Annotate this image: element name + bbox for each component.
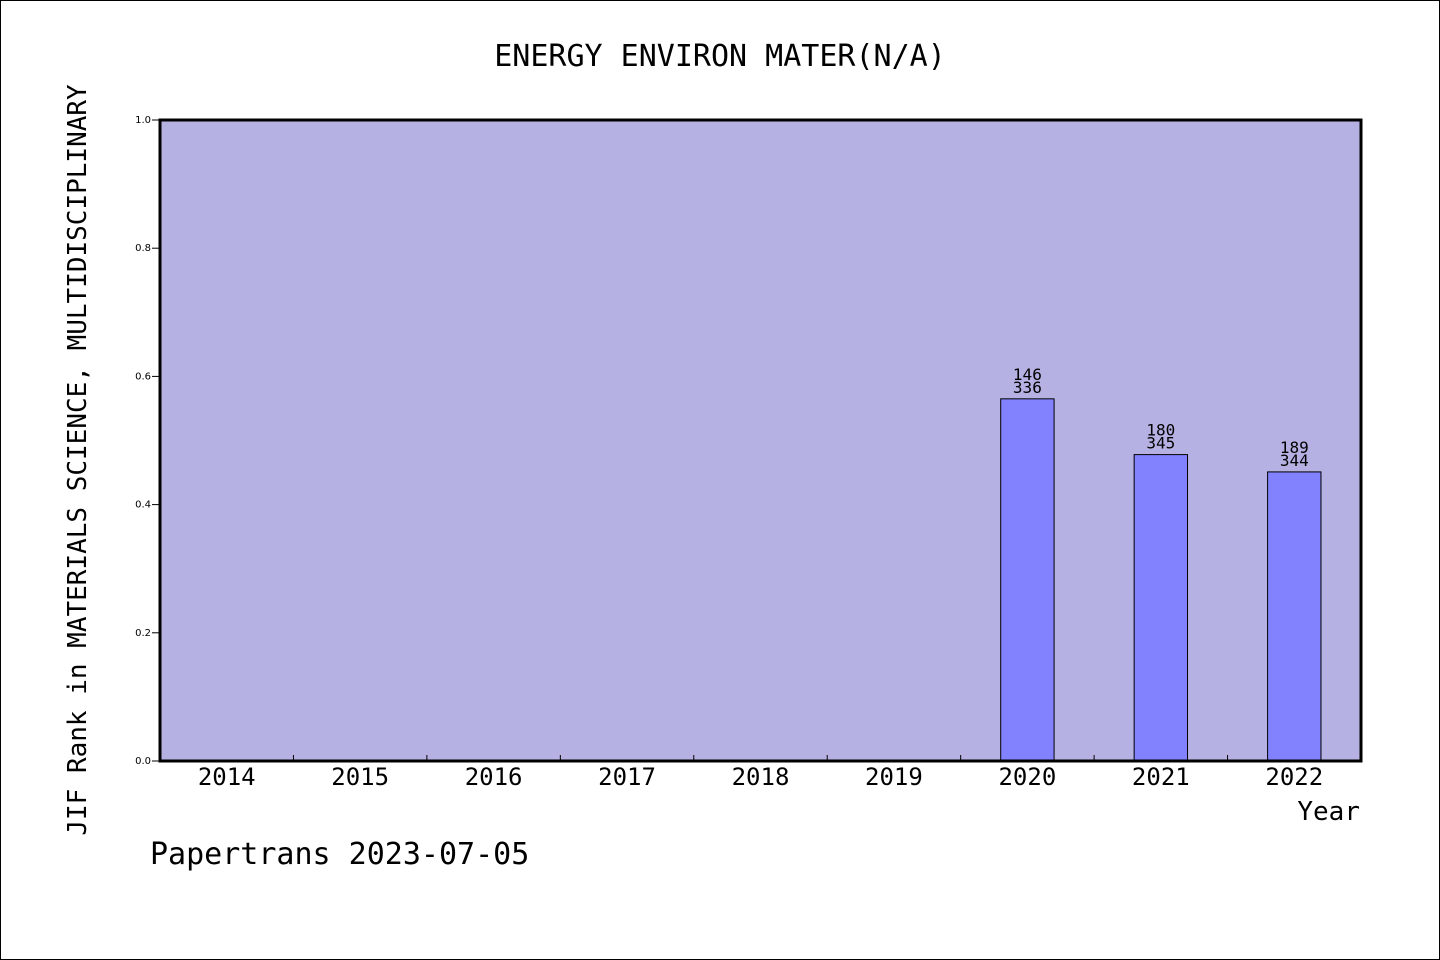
x-axis-label: Year xyxy=(1297,797,1360,827)
y-tick-label-5: 1.0 xyxy=(135,115,151,126)
bar-label-rank-2022: 189 xyxy=(1280,438,1309,457)
ticks-group: 2014 2015 2016 2017 2018 2019 2020 2021 2022 0.0 0… xyxy=(135,115,1323,791)
x-tick-label-2020: 2020 xyxy=(998,763,1056,791)
y-tick-label-1: 0.2 xyxy=(135,628,151,639)
y-tick-label-4: 0.8 xyxy=(135,243,151,254)
y-tick-label-3: 0.6 xyxy=(135,371,151,382)
bar-label-total-2020: 336 xyxy=(1013,378,1042,397)
bar-2021 xyxy=(1133,454,1189,762)
x-tick-label-2017: 2017 xyxy=(598,763,656,791)
bar-label-rank-2021: 180 xyxy=(1146,421,1175,440)
footer-credit: Papertrans 2023-07-05 xyxy=(150,837,529,872)
x-tick-label-2014: 2014 xyxy=(198,763,256,791)
bars-group xyxy=(1000,398,1322,762)
y-tick-label-0: 0.0 xyxy=(135,756,151,767)
bar-label-total-2021: 345 xyxy=(1146,434,1175,453)
x-tick-label-2018: 2018 xyxy=(732,763,790,791)
bar-label-rank-2020: 146 xyxy=(1013,365,1042,384)
chart-title: ENERGY ENVIRON MATER(N/A) xyxy=(494,39,946,74)
x-tick-label-2016: 2016 xyxy=(465,763,523,791)
x-tick-label-2021: 2021 xyxy=(1132,763,1190,791)
y-tick-label-2: 0.4 xyxy=(135,500,151,511)
bar-label-total-2022: 344 xyxy=(1280,451,1309,470)
plot-border xyxy=(158,118,1363,763)
x-tick-label-2022: 2022 xyxy=(1265,763,1323,791)
bar-2022 xyxy=(1267,471,1322,762)
bar-2020 xyxy=(1000,398,1055,762)
y-axis-label: JIF Rank in MATERIALS SCIENCE, MULTIDISC… xyxy=(63,84,93,836)
x-tick-label-2015: 2015 xyxy=(331,763,389,791)
x-tick-label-2019: 2019 xyxy=(865,763,923,791)
